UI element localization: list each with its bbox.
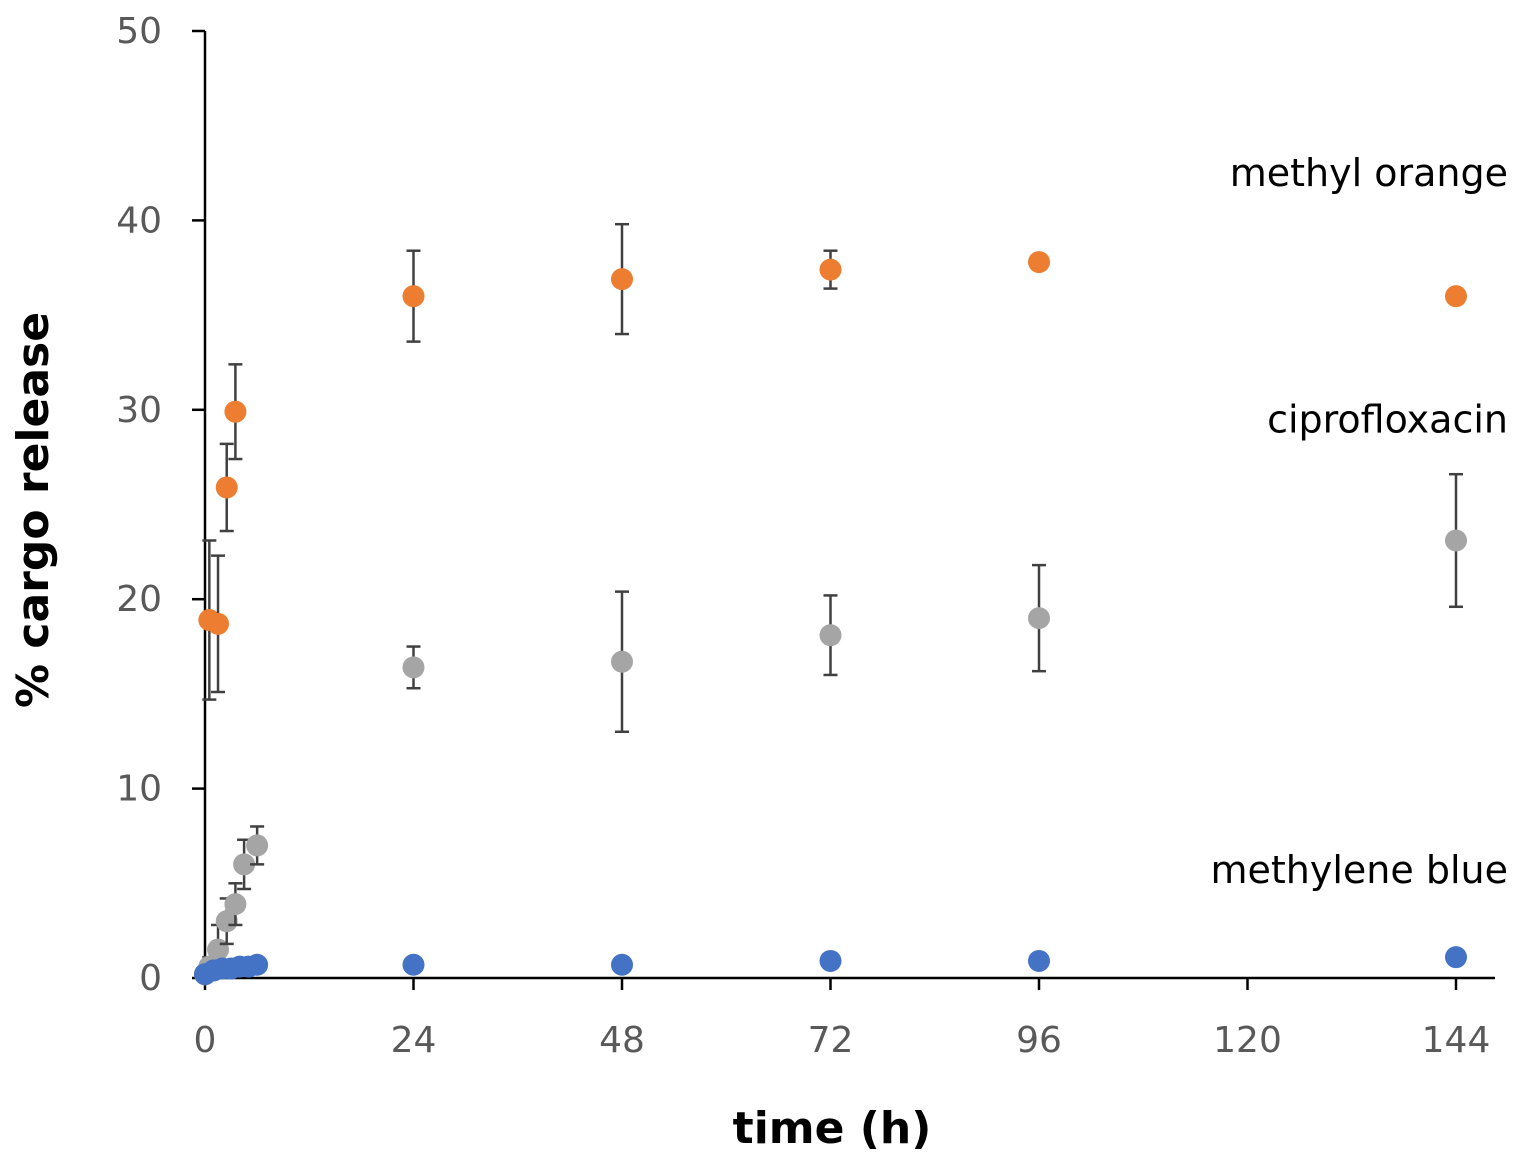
x-axis-title: time (h) [733,1103,932,1154]
data-point-ciprofloxacin [246,834,269,857]
data-point-ciprofloxacin [611,650,633,673]
data-point-methylene-blue [611,953,633,976]
data-point-ciprofloxacin [1028,607,1050,630]
y-tick-label: 30 [116,390,162,431]
y-tick-label: 0 [139,958,162,999]
x-axis-ticks: 0 24 48 72 96 120 144 [194,978,1491,1061]
series-layer [194,222,1467,986]
series-labels: methyl orange ciprofloxacin methylene blue [1211,151,1509,892]
y-tick-label: 20 [116,579,162,620]
data-point-methyl-orange [1028,251,1050,274]
data-point-ciprofloxacin [819,624,842,647]
y-axis-title: % cargo release [8,312,59,708]
data-point-methyl-orange [402,285,425,308]
series-methylene-blue [194,946,1467,986]
x-tick-label: 120 [1213,1020,1282,1061]
x-tick-label: 48 [599,1020,645,1061]
y-axis-ticks: 0 10 20 30 40 50 [116,11,205,999]
series-ciprofloxacin [194,472,1467,986]
data-point-methyl-orange [207,612,230,635]
data-point-methylene-blue [819,949,842,972]
data-point-ciprofloxacin [402,656,425,679]
data-point-ciprofloxacin [233,853,256,876]
data-point-methylene-blue [1028,949,1050,972]
y-tick-label: 40 [116,200,162,241]
data-point-ciprofloxacin [215,910,238,933]
x-tick-label: 24 [391,1020,437,1061]
x-tick-label: 0 [194,1020,217,1061]
data-point-methyl-orange [819,258,842,281]
x-tick-label: 72 [808,1020,854,1061]
series-label-methyl-orange: methyl orange [1230,151,1508,195]
y-tick-label: 50 [116,11,162,52]
data-point-methylene-blue [402,953,425,976]
x-tick-label: 144 [1422,1020,1491,1061]
data-point-methyl-orange [224,400,247,423]
data-point-methyl-orange [1445,285,1467,308]
series-label-ciprofloxacin: ciprofloxacin [1267,397,1508,441]
y-tick-label: 10 [116,769,162,810]
data-point-methylene-blue [246,953,269,976]
series-methyl-orange [194,222,1467,986]
data-point-methyl-orange [215,476,238,499]
data-point-methyl-orange [611,268,633,291]
data-point-ciprofloxacin [224,893,247,916]
data-point-methylene-blue [1445,946,1467,969]
data-point-ciprofloxacin [1445,529,1467,552]
x-tick-label: 96 [1016,1020,1062,1061]
series-label-methylene-blue: methylene blue [1211,848,1509,892]
